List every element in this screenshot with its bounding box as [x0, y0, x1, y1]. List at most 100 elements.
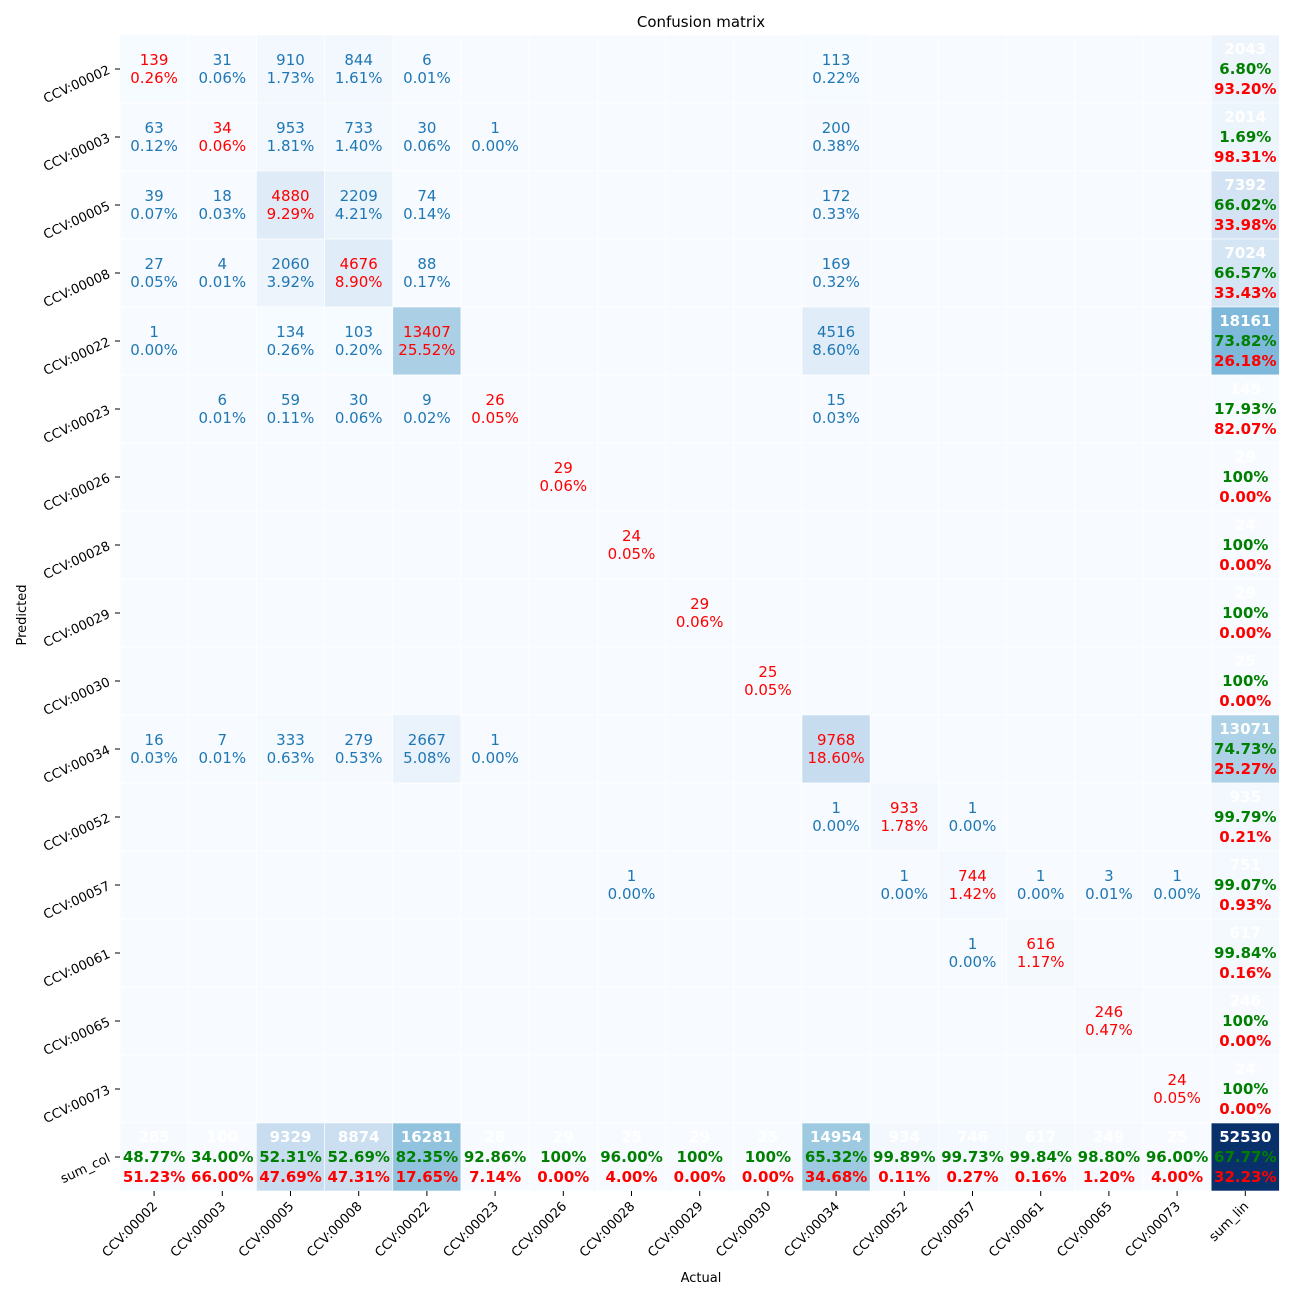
cell-1-10 [801, 102, 871, 172]
col-sum-cell-8 [665, 1122, 735, 1192]
cell-label-1-1-line-2: 0.06% [198, 137, 246, 155]
cell-label-1-3-line-2: 1.40% [335, 137, 383, 155]
cell-4-7 [597, 306, 666, 376]
col-sum-label-6-line-1: 29 [553, 1128, 574, 1146]
cell-label-1-10-line-1: 200 [822, 119, 851, 137]
cell-1-11 [869, 102, 939, 172]
col-sum-label-0-line-1: 285 [138, 1128, 169, 1146]
cell-label-13-13-line-1: 616 [1026, 935, 1055, 953]
cell-14-6 [528, 986, 598, 1056]
row-sum-label-10-line-3: 25.27% [1214, 760, 1276, 778]
cell-4-6 [528, 306, 598, 376]
col-sum-label-10-line-1: 14954 [810, 1128, 862, 1146]
col-sum-label-3-line-3: 47.31% [327, 1168, 389, 1186]
cell-8-9 [733, 578, 803, 648]
row-sum-label-7-line-3: 0.00% [1219, 556, 1271, 574]
cell-4-9 [733, 306, 803, 376]
cell-15-5 [460, 1054, 530, 1124]
cell-11-10 [801, 782, 871, 852]
row-sum-label-5-line-2: 17.93% [1214, 400, 1276, 418]
cell-8-13 [1006, 578, 1076, 648]
row-sum-cell-8 [1210, 578, 1280, 648]
col-sum-label-3-line-1: 8874 [338, 1128, 380, 1146]
cell-1-6 [528, 102, 598, 172]
cell-label-0-10-line-2: 0.22% [812, 69, 860, 87]
x-tick-label-13: CCV:00061 [986, 1199, 1047, 1260]
cell-9-9 [733, 646, 803, 716]
cell-1-1 [187, 102, 257, 172]
cell-14-1 [187, 986, 257, 1056]
x-tick-label-16: sum_lin [1206, 1199, 1252, 1245]
cell-11-7 [597, 782, 666, 852]
col-sum-label-3-line-2: 52.69% [327, 1148, 389, 1166]
cell-label-2-1-line-1: 18 [213, 187, 232, 205]
cell-1-3 [324, 102, 394, 172]
row-sum-label-0-line-2: 6.80% [1219, 60, 1271, 78]
cell-12-4 [392, 850, 462, 920]
cell-3-13 [1006, 238, 1076, 308]
col-sum-label-8-line-3: 0.00% [674, 1168, 726, 1186]
cell-15-6 [528, 1054, 598, 1124]
cell-5-10 [801, 374, 871, 444]
row-sum-label-9-line-3: 0.00% [1219, 692, 1271, 710]
y-tick-label-4: CCV:00022 [41, 335, 112, 379]
cell-label-12-15-line-1: 1 [1172, 867, 1182, 885]
cell-2-2 [256, 170, 325, 240]
cell-label-13-12-line-1: 1 [968, 935, 978, 953]
col-sum-cell-5 [460, 1122, 530, 1192]
row-sum-cell-10 [1210, 714, 1280, 784]
cell-5-13 [1006, 374, 1076, 444]
row-sum-label-13-line-1: 617 [1230, 924, 1261, 942]
cell-label-12-7-line-2: 0.00% [608, 885, 656, 903]
col-sum-label-4-line-3: 17.65% [396, 1168, 458, 1186]
cell-13-4 [392, 918, 462, 988]
cell-label-3-2-line-1: 2060 [271, 255, 309, 273]
total-label-line-3: 32.23% [1214, 1168, 1276, 1186]
cell-5-14 [1074, 374, 1144, 444]
row-sum-label-5-line-1: 145 [1230, 380, 1261, 398]
cell-10-5 [460, 714, 530, 784]
col-sum-label-6-line-2: 100% [540, 1148, 586, 1166]
cell-0-12 [938, 34, 1007, 104]
cell-label-4-10-line-1: 4516 [817, 323, 855, 341]
row-sum-label-12-line-2: 99.07% [1214, 876, 1276, 894]
cell-label-12-7-line-1: 1 [627, 867, 637, 885]
cell-label-5-3-line-2: 0.06% [335, 409, 383, 427]
cell-11-15 [1142, 782, 1212, 852]
col-sum-label-14-line-1: 249 [1093, 1128, 1124, 1146]
row-sum-label-6-line-2: 100% [1222, 468, 1268, 486]
cell-5-15 [1142, 374, 1212, 444]
cell-label-14-14-line-1: 246 [1095, 1003, 1124, 1021]
row-sum-label-11-line-1: 935 [1230, 788, 1261, 806]
cell-label-6-6-line-1: 29 [554, 459, 573, 477]
cell-8-11 [869, 578, 939, 648]
cell-12-10 [801, 850, 871, 920]
cell-9-6 [528, 646, 598, 716]
col-sum-label-12-line-2: 99.73% [941, 1148, 1003, 1166]
cell-label-0-0-line-1: 139 [140, 51, 169, 69]
cell-6-0 [119, 442, 189, 512]
cell-label-2-3-line-1: 2209 [340, 187, 378, 205]
cell-4-3 [324, 306, 394, 376]
cell-label-1-2-line-1: 953 [276, 119, 305, 137]
cell-3-6 [528, 238, 598, 308]
cell-15-4 [392, 1054, 462, 1124]
col-sum-label-4-line-2: 82.35% [396, 1148, 458, 1166]
cell-4-1 [187, 306, 257, 376]
cell-label-5-4-line-2: 0.02% [403, 409, 451, 427]
cell-8-15 [1142, 578, 1212, 648]
cell-0-7 [597, 34, 666, 104]
cell-label-4-4-line-2: 25.52% [398, 341, 455, 359]
cell-11-14 [1074, 782, 1144, 852]
cell-2-11 [869, 170, 939, 240]
cell-label-3-3-line-1: 4676 [340, 255, 378, 273]
x-tick-label-15: CCV:00073 [1123, 1199, 1184, 1260]
cell-10-15 [1142, 714, 1212, 784]
row-sum-label-15-line-2: 100% [1222, 1080, 1268, 1098]
cell-0-5 [460, 34, 530, 104]
cell-3-8 [665, 238, 735, 308]
cell-label-0-0-line-2: 0.26% [130, 69, 178, 87]
cell-14-0 [119, 986, 189, 1056]
cell-12-6 [528, 850, 598, 920]
cell-7-4 [392, 510, 462, 580]
